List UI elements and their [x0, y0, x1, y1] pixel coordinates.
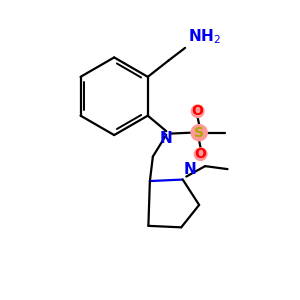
Circle shape: [191, 124, 207, 141]
Text: N: N: [160, 130, 173, 146]
Text: NH$_2$: NH$_2$: [188, 28, 220, 46]
Text: O: O: [195, 147, 207, 161]
Circle shape: [191, 105, 204, 118]
Text: N: N: [184, 162, 196, 177]
Text: O: O: [192, 104, 204, 118]
Circle shape: [194, 148, 207, 161]
Text: S: S: [194, 126, 204, 140]
